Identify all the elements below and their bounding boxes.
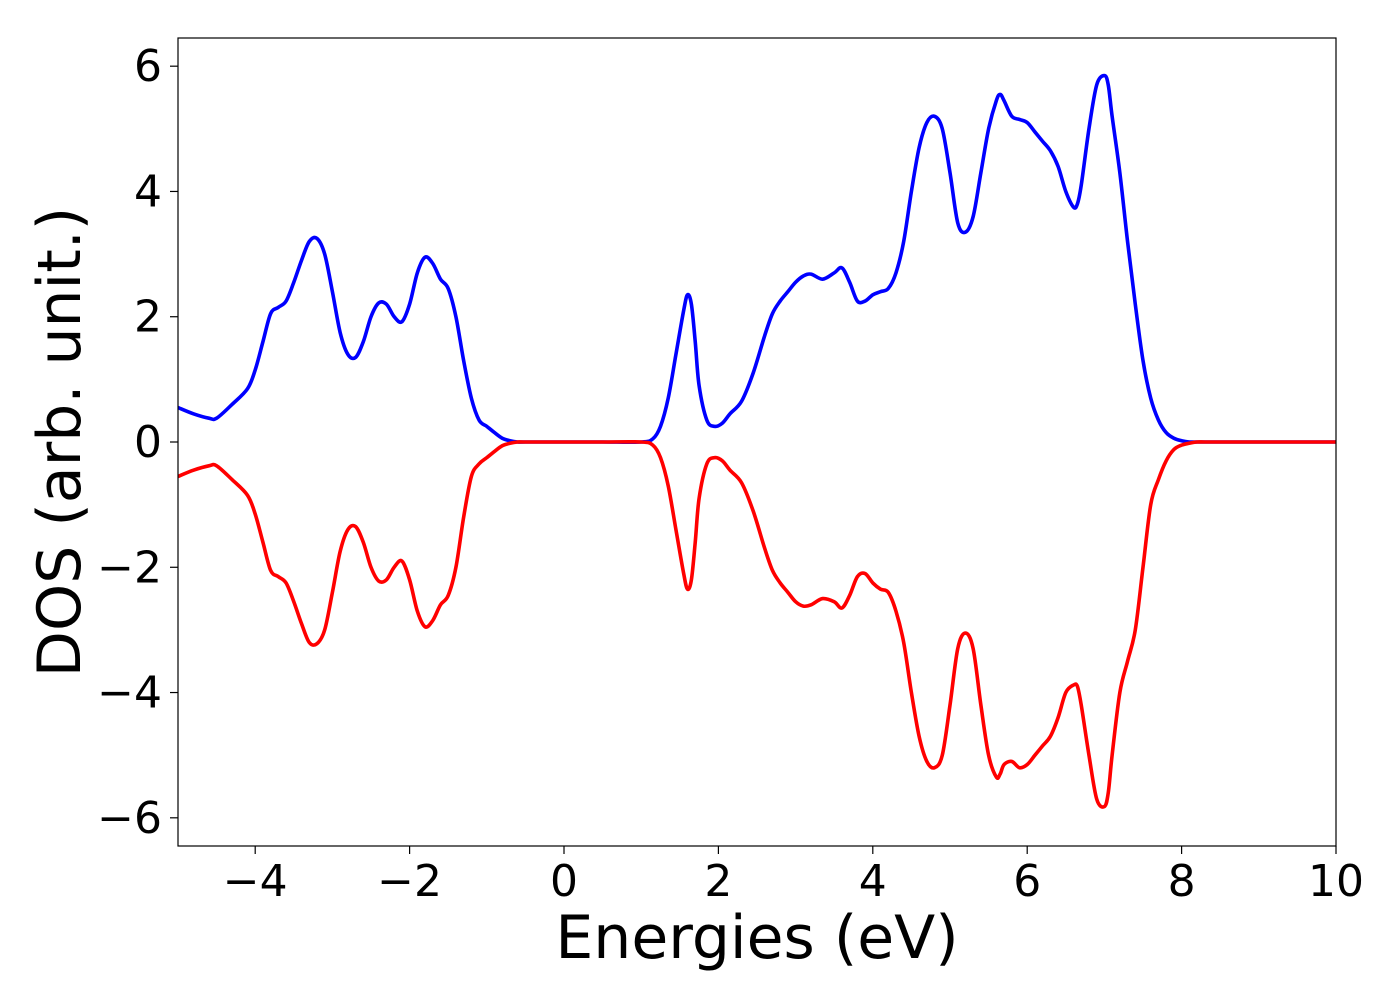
x-tick-label: 4 [859, 856, 887, 907]
x-axis-title: Energies (eV) [555, 903, 958, 973]
y-tick-label: 0 [134, 417, 162, 468]
x-tick-label: −4 [223, 856, 288, 907]
x-tick-label: 10 [1308, 856, 1364, 907]
y-axis-ticks: −6 −4 −2 0 2 4 6 [97, 41, 178, 844]
y-tick-label: 6 [134, 41, 162, 92]
plot-lines [178, 73, 1336, 809]
y-tick-label: −4 [97, 668, 162, 719]
series-line-spin-up [178, 73, 1336, 445]
x-tick-label: 2 [704, 856, 732, 907]
x-tick-label: 8 [1168, 856, 1196, 907]
y-tick-label: 2 [134, 292, 162, 343]
y-axis-title: DOS (arb. unit.) [25, 207, 95, 677]
y-tick-label: −6 [97, 793, 162, 844]
plot-frame [177, 37, 1337, 847]
y-tick-label: 4 [134, 166, 162, 217]
y-tick-label: −2 [97, 542, 162, 593]
x-axis-ticks: −4 −2 0 2 4 6 8 10 [223, 846, 1364, 907]
x-tick-label: −2 [377, 856, 442, 907]
x-tick-label: 0 [550, 856, 578, 907]
x-tick-label: 6 [1013, 856, 1041, 907]
series-line-spin-down [178, 439, 1336, 809]
